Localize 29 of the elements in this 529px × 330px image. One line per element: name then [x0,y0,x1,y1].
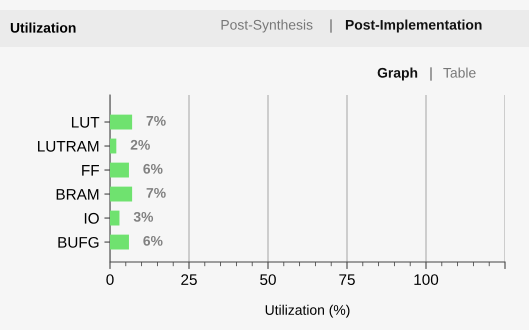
data-label: 6% [143,236,163,246]
x-tick-label: 100 [414,274,438,286]
y-tick-label: IO [84,212,99,224]
y-tick-label: LUTRAM [38,141,98,152]
y-tick-label: BRAM [56,189,98,200]
x-tick-label: 75 [339,274,355,286]
text: Table [443,68,476,78]
x-axis-title: Utilization (%) [266,304,350,318]
bar [110,210,120,226]
bar [110,234,129,250]
y-tick-label: LUT [72,117,100,128]
x-tick-label: 25 [181,274,197,286]
text: Graph [378,68,418,80]
bar [110,162,129,178]
x-tick-label: 50 [260,274,276,286]
data-label: 7% [146,116,166,126]
bar [110,114,132,130]
data-label: 3% [134,212,154,222]
text: Post-Implementation [346,20,482,32]
data-label: 7% [146,188,166,198]
text: Post-Synthesis [222,20,312,32]
data-label: 6% [143,164,163,174]
y-tick-label: BUFG [58,236,98,248]
y-tick-label: FF [82,165,99,176]
chart-title: Utilization [10,22,76,33]
bar [110,186,132,202]
x-tick-label: 0 [106,274,114,286]
bar [110,138,116,154]
data-label: 2% [130,140,150,150]
